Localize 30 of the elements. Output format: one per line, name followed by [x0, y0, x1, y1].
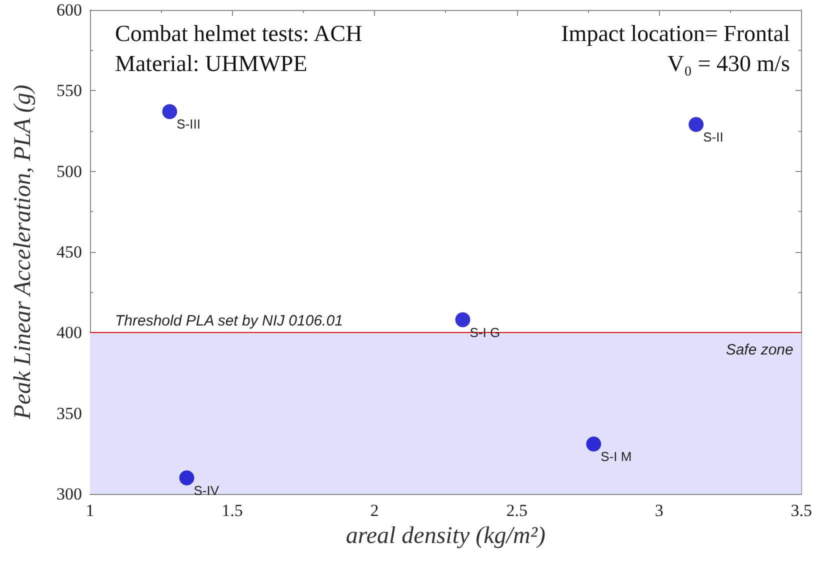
x-tick-label: 2: [370, 501, 379, 520]
annotation: S-IV: [194, 482, 220, 498]
x-tick-label: 2.5: [506, 501, 528, 520]
y-axis-title: Peak Linear Acceleration, PLA (g): [10, 84, 36, 420]
point: [688, 117, 704, 132]
y-tick-label: 600: [56, 0, 82, 20]
x-axis-title: areal density (kg/m²): [346, 523, 546, 549]
y-tick-label: 400: [56, 323, 82, 342]
point: [162, 104, 178, 120]
ref-line-label: Threshold PLA set by NIJ 0106.01: [115, 312, 343, 330]
annotation: S-I M: [600, 448, 632, 464]
x-tick-label: 3: [654, 501, 664, 520]
point: [455, 312, 470, 328]
annotation: Material: UHMWPE: [115, 51, 308, 76]
point: [586, 436, 602, 452]
annotation: Impact location= Frontal: [561, 21, 790, 46]
annotation: S-II: [703, 130, 724, 145]
y-tick-label: 450: [56, 242, 82, 262]
annotation: Combat helmet tests: ACH: [115, 21, 362, 46]
point: [179, 470, 194, 486]
x-tick-label: 1.5: [222, 501, 243, 520]
x-tick-label: 3.5: [790, 501, 812, 520]
annotation: S-III: [176, 116, 201, 132]
band-label: Safe zone: [726, 342, 794, 359]
y-tick-label: 550: [56, 81, 82, 100]
y-tick-label: 350: [56, 404, 82, 423]
annotation: V₀ = 430 m/s: [667, 51, 790, 76]
y-tick-label: 300: [56, 484, 82, 504]
y-tick-label: 500: [56, 162, 82, 181]
x-tick-label: 1: [86, 501, 94, 520]
